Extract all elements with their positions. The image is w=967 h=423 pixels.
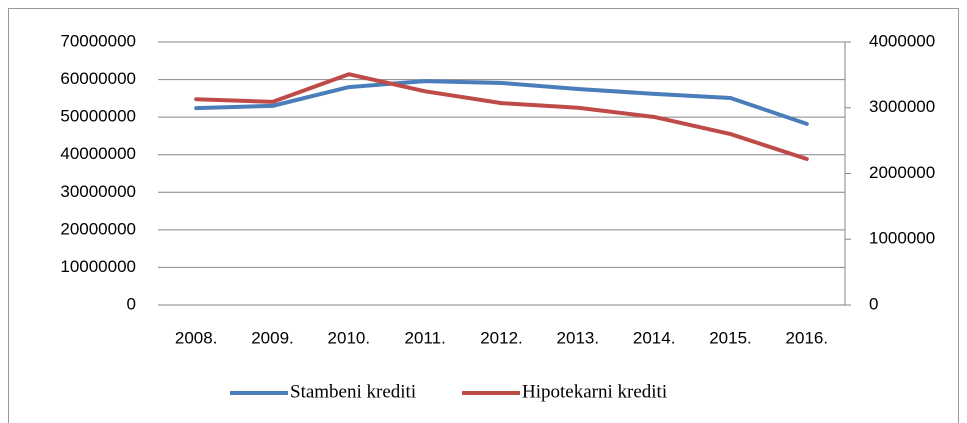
y-tick-label: 30000000 xyxy=(60,182,136,201)
y2-tick-label: 1000000 xyxy=(869,229,935,248)
legend-label: Stambeni krediti xyxy=(290,381,416,402)
chart-border xyxy=(8,8,959,423)
y-tick-label: 60000000 xyxy=(60,69,136,88)
x-tick-label: 2011. xyxy=(405,328,446,347)
y2-tick-label: 4000000 xyxy=(869,31,935,50)
x-tick-label: 2013. xyxy=(557,328,600,347)
legend-label: Hipotekarni krediti xyxy=(522,381,667,402)
y-tick-label: 40000000 xyxy=(60,144,136,163)
x-tick-label: 2009. xyxy=(251,328,294,347)
y-tick-label: 70000000 xyxy=(60,31,136,50)
series-line xyxy=(194,79,809,126)
y2-tick-label: 0 xyxy=(869,294,878,313)
y-tick-label: 50000000 xyxy=(60,107,136,126)
y2-tick-label: 2000000 xyxy=(869,163,935,182)
x-tick-label: 2014. xyxy=(633,328,676,347)
x-tick-label: 2008. xyxy=(175,328,218,347)
x-tick-label: 2010. xyxy=(328,328,371,347)
y-tick-label: 20000000 xyxy=(60,219,136,238)
y2-tick-label: 3000000 xyxy=(869,97,935,116)
y-tick-label: 10000000 xyxy=(60,257,136,276)
x-tick-label: 2015. xyxy=(709,328,752,347)
y-tick-label: 0 xyxy=(127,294,136,313)
x-tick-label: 2016. xyxy=(786,328,829,347)
series-line xyxy=(194,72,809,162)
x-tick-label: 2012. xyxy=(480,328,523,347)
